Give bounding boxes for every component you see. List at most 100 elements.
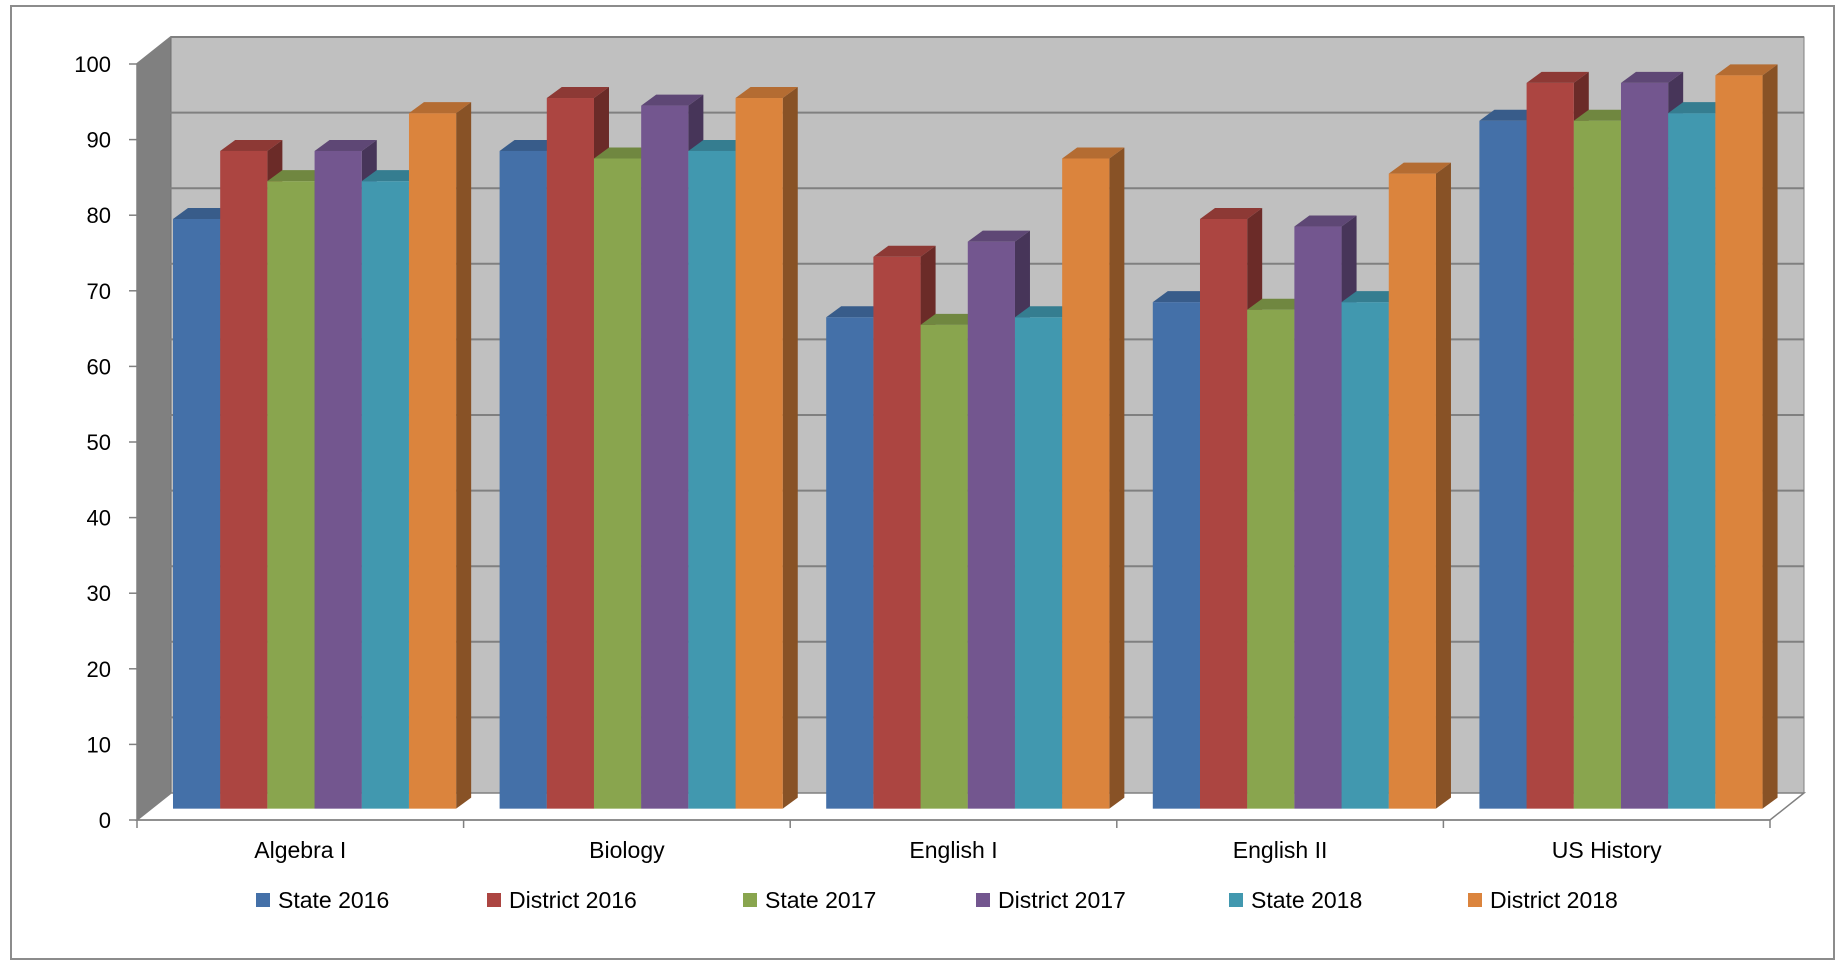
bar-front (1294, 226, 1342, 809)
bar-front (314, 150, 362, 809)
bar-front (688, 150, 736, 809)
bar-front (593, 158, 642, 809)
bar (1388, 162, 1451, 809)
bar-front (220, 150, 268, 809)
category-label: English I (909, 837, 997, 863)
bar-front (1388, 173, 1436, 809)
legend-swatch (976, 893, 990, 907)
bar-front (735, 98, 783, 809)
bar (1668, 102, 1731, 809)
bar (735, 87, 798, 809)
bar-top (1388, 162, 1451, 174)
bar-top (1479, 109, 1542, 121)
bar-top (1341, 291, 1404, 303)
bar-top (1199, 207, 1263, 219)
bar-side (1109, 147, 1125, 809)
bar-front (267, 181, 315, 809)
bar-side (456, 102, 472, 809)
bar-front (408, 113, 457, 809)
bar-top (1294, 215, 1357, 227)
bar-front (1247, 309, 1295, 809)
y-tick-label: 10 (87, 732, 111, 757)
bar-top (1247, 298, 1310, 310)
legend-swatch (487, 893, 501, 907)
bar-top (1062, 147, 1125, 159)
bar-top (1152, 291, 1215, 303)
bar-top (641, 94, 704, 106)
category-label: Biology (589, 837, 665, 863)
axes (129, 63, 1771, 828)
y-tick-label: 50 (87, 430, 111, 455)
legend-swatch (743, 893, 757, 907)
bar-front (172, 218, 221, 809)
bar-side (1762, 64, 1778, 809)
category-labels: Algebra I Biology English I English II US Hi… (254, 837, 1662, 863)
bar (1715, 64, 1778, 809)
legend-label: District 2017 (998, 887, 1126, 913)
bar-front (1152, 302, 1200, 809)
bars (172, 64, 1778, 809)
bar-front (546, 98, 594, 809)
bar-top (688, 139, 751, 151)
bar-top (314, 139, 377, 151)
bar-top (967, 230, 1030, 242)
bar-top (499, 139, 562, 151)
bar-top (267, 170, 330, 182)
legend-swatch (256, 893, 270, 907)
bar-top (172, 207, 236, 219)
bar-front (1062, 158, 1110, 809)
bar-top (1573, 109, 1636, 121)
legend-label: District 2018 (1490, 887, 1618, 913)
bar-front (1573, 120, 1621, 809)
legend-label: State 2018 (1251, 887, 1362, 913)
bar-top (361, 170, 424, 182)
bar-front (920, 324, 968, 809)
y-tick-label: 30 (87, 581, 111, 606)
category-label: Algebra I (254, 837, 346, 863)
legend: State 2016 District 2016 State 2017 Distric… (256, 887, 1618, 913)
y-tick-label: 40 (87, 506, 111, 531)
bar-top (593, 147, 657, 159)
y-tick-label: 100 (74, 52, 111, 77)
bar-top (546, 87, 609, 99)
bar-top (873, 245, 936, 257)
bar-front (826, 317, 874, 809)
bar-top (1715, 64, 1778, 76)
bar-side (782, 87, 798, 809)
gridline (136, 187, 1804, 216)
bar-front (1014, 317, 1063, 809)
bar-top (220, 139, 283, 151)
bar (1062, 147, 1125, 809)
y-tick-label: 80 (87, 203, 111, 228)
bar-top (1014, 306, 1078, 318)
bar (408, 102, 472, 809)
bar-top (826, 306, 889, 318)
y-tick-label: 60 (87, 354, 111, 379)
category-label: English II (1233, 837, 1328, 863)
y-tick-label: 20 (87, 657, 111, 682)
bar-top (735, 87, 798, 99)
y-tick-label: 90 (87, 128, 111, 153)
category-label: US History (1552, 837, 1662, 863)
bar-front (641, 105, 689, 809)
bar-front (873, 256, 921, 809)
bar-top (1668, 102, 1731, 114)
bar-front (967, 241, 1015, 809)
gridline (136, 111, 1804, 141)
bar-side (1435, 162, 1451, 809)
y-tick-labels: 0 10 20 30 40 50 60 70 80 90 100 (74, 52, 111, 833)
bar-front (1479, 120, 1527, 809)
legend-label: State 2017 (765, 887, 876, 913)
legend-label: District 2016 (509, 887, 637, 913)
bar-top (1620, 71, 1684, 83)
bar-front (499, 150, 547, 809)
bar-front (1620, 82, 1669, 809)
legend-swatch (1468, 893, 1482, 907)
y-tick-label: 0 (99, 808, 111, 833)
gridline (136, 36, 1804, 65)
y-tick-label: 70 (87, 279, 111, 304)
legend-label: State 2016 (278, 887, 389, 913)
bar-front (1199, 218, 1248, 809)
legend-swatch (1229, 893, 1243, 907)
